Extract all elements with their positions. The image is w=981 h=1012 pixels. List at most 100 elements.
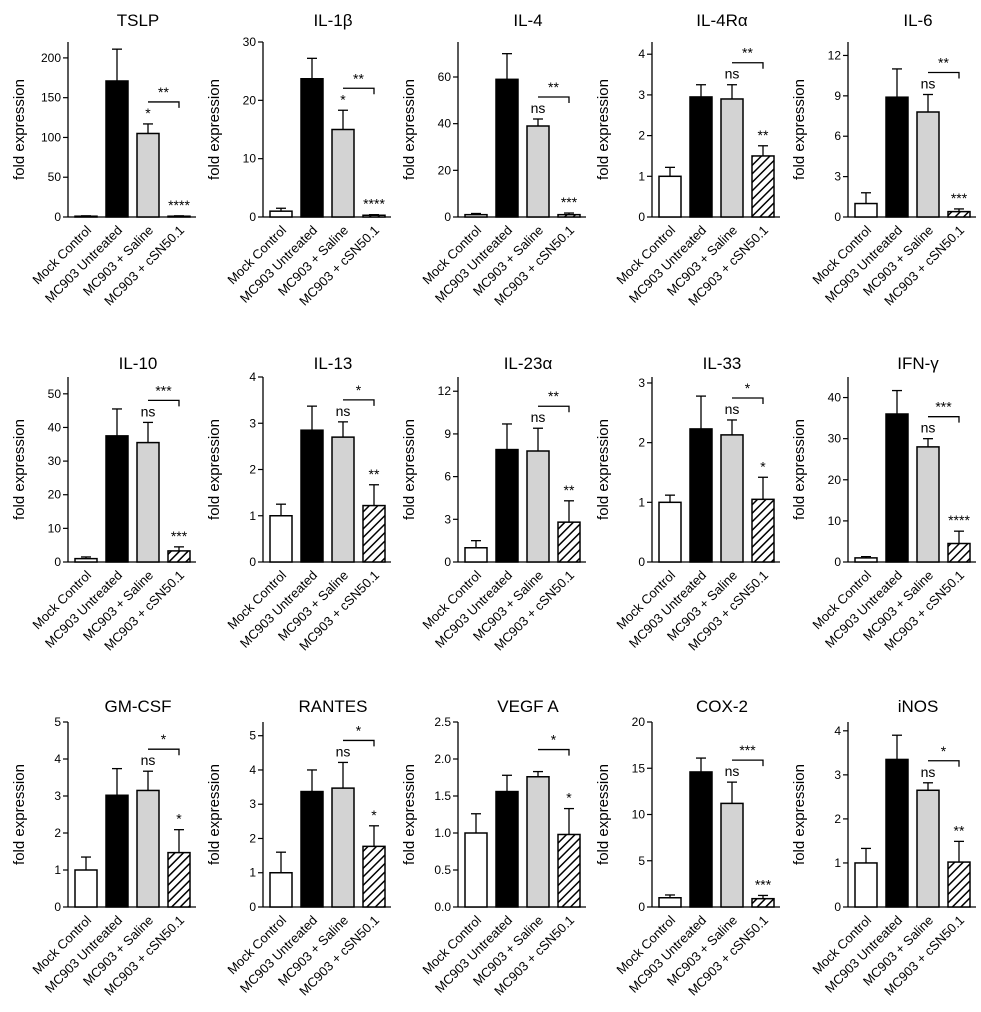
bar-significance: ns <box>336 403 351 419</box>
bar-2 <box>689 771 713 908</box>
comparison-bracket <box>148 748 180 756</box>
bar-4 <box>751 897 775 908</box>
panel-title: COX-2 <box>696 697 748 716</box>
bar-3 <box>916 789 940 908</box>
bar-1 <box>74 869 98 908</box>
bar-4 <box>362 845 386 908</box>
bar-2 <box>885 758 909 908</box>
y-tick-label: 30 <box>828 432 842 446</box>
bar-4 <box>167 215 191 218</box>
y-tick-label: 150 <box>41 91 61 105</box>
y-tick-label: 9 <box>444 427 451 441</box>
bar-2 <box>495 790 519 908</box>
y-tick-label: 40 <box>828 391 842 405</box>
comparison-bracket <box>343 87 375 95</box>
bar-4 <box>362 214 386 218</box>
bar-4 <box>947 210 971 218</box>
bar-significance: ns <box>725 401 740 417</box>
bar-3 <box>136 132 160 218</box>
y-tick-label: 0 <box>444 555 451 569</box>
y-axis-label: fold expression <box>206 79 223 180</box>
bar-1 <box>854 557 878 563</box>
y-tick-label: 4 <box>834 724 841 738</box>
y-axis-label: fold expression <box>595 764 612 865</box>
bar-4 <box>751 155 775 218</box>
bar-4 <box>947 542 971 563</box>
panel-title: TSLP <box>117 11 160 30</box>
y-tick-label: 3 <box>54 789 61 803</box>
y-tick-label: 0 <box>54 900 61 914</box>
bar-3 <box>720 802 744 908</box>
y-tick-label: 2 <box>834 812 841 826</box>
bracket-significance: ** <box>548 79 559 95</box>
y-tick-label: 30 <box>243 35 257 49</box>
y-axis-label: fold expression <box>401 419 418 520</box>
y-tick-label: 60 <box>438 70 452 84</box>
bar-significance: ns <box>921 420 936 436</box>
bar-significance: *** <box>171 528 188 544</box>
bar-1 <box>74 215 98 218</box>
bar-4 <box>167 550 191 563</box>
comparison-bracket <box>343 739 375 747</box>
panel-title: IL-4Rα <box>696 11 748 30</box>
bar-significance: ns <box>725 66 740 82</box>
bar-2 <box>300 790 324 908</box>
y-tick-label: 4 <box>249 370 256 384</box>
bar-3 <box>331 787 355 908</box>
bar-3 <box>526 450 550 563</box>
bar-1 <box>658 897 682 908</box>
y-tick-label: 3 <box>444 512 451 526</box>
bar-significance: **** <box>168 197 190 213</box>
bar-significance: ** <box>954 822 965 838</box>
y-tick-label: 9 <box>834 89 841 103</box>
bar-4 <box>947 861 971 908</box>
y-tick-label: 10 <box>632 808 646 822</box>
bar-significance: *** <box>755 876 772 892</box>
y-axis-label: fold expression <box>595 79 612 180</box>
bracket-significance: ** <box>742 45 753 61</box>
bar-2 <box>105 80 129 218</box>
y-tick-label: 0 <box>834 900 841 914</box>
y-tick-label: 20 <box>48 488 62 502</box>
y-tick-label: 50 <box>48 387 62 401</box>
bar-2 <box>885 413 909 563</box>
bar-significance: * <box>371 807 377 823</box>
y-tick-label: 3 <box>249 416 256 430</box>
y-tick-label: 2.5 <box>434 715 451 729</box>
bracket-significance: ** <box>938 55 949 71</box>
panel-title: IFN-γ <box>897 354 939 373</box>
y-axis-label: fold expression <box>11 419 28 520</box>
y-axis-label: fold expression <box>401 764 418 865</box>
y-tick-label: 2 <box>54 826 61 840</box>
bar-significance: *** <box>561 194 578 210</box>
panel-title: IL-23α <box>504 354 553 373</box>
y-tick-label: 200 <box>41 51 61 65</box>
y-tick-label: 0 <box>638 900 645 914</box>
bracket-significance: ** <box>548 388 559 404</box>
y-tick-label: 1.0 <box>434 826 451 840</box>
bar-significance: **** <box>948 512 970 528</box>
y-tick-label: 0 <box>834 555 841 569</box>
bar-significance: * <box>566 790 572 806</box>
bar-1 <box>854 862 878 908</box>
y-tick-label: 12 <box>828 48 842 62</box>
bar-2 <box>885 96 909 218</box>
bar-4 <box>751 498 775 563</box>
panel-title: RANTES <box>299 697 368 716</box>
comparison-bracket <box>928 760 960 767</box>
panel-title: iNOS <box>898 697 939 716</box>
bar-significance: ** <box>369 466 380 482</box>
bar-1 <box>464 547 488 563</box>
y-tick-label: 4 <box>54 752 61 766</box>
y-tick-label: 3 <box>638 88 645 102</box>
y-axis-label: fold expression <box>401 79 418 180</box>
